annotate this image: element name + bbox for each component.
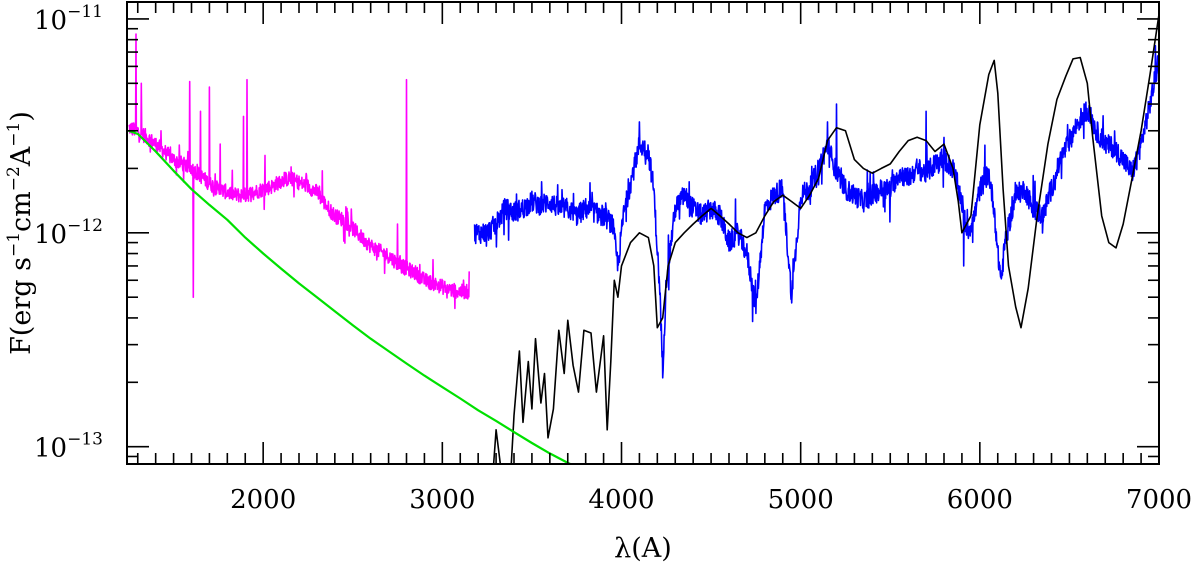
x-tick-labels: 2000 3000 4000 5000 6000 7000 [230, 485, 1192, 515]
plot-frame [126, 1, 1160, 465]
ticks-layer [127, 2, 1160, 464]
y-title-exp-2: −2 [4, 166, 24, 191]
y-axis-title: F(erg s−1cm−2A−1) [4, 111, 37, 355]
y-tick-labels: 10−13 10−12 10−11 [34, 2, 103, 464]
y-title-exp-1: −1 [4, 232, 24, 257]
x-tick-label: 6000 [947, 485, 1013, 515]
x-tick-label: 7000 [1126, 485, 1192, 515]
series-line-4 [128, 129, 573, 464]
series-line-1 [128, 33, 470, 310]
y-title-part-3: A [6, 146, 37, 167]
y-tick-label: 10−11 [34, 2, 103, 36]
x-axis-title: λ(A) [614, 533, 672, 564]
x-tick-label: 2000 [230, 485, 296, 515]
y-tick-label: 10−13 [34, 430, 103, 464]
y-title-part-1: F(erg s [6, 257, 37, 355]
series-line-3 [492, 14, 1159, 464]
x-tick-label: 4000 [588, 485, 654, 515]
series-line-2 [473, 44, 1159, 379]
y-tick-label: 10−12 [34, 216, 103, 250]
y-title-part-2: cm [6, 191, 37, 232]
y-title-part-4: ) [6, 111, 37, 122]
x-tick-label: 3000 [409, 485, 475, 515]
x-tick-label: 5000 [768, 485, 834, 515]
series-layer [128, 14, 1159, 464]
y-title-exp-3: −1 [4, 122, 24, 147]
